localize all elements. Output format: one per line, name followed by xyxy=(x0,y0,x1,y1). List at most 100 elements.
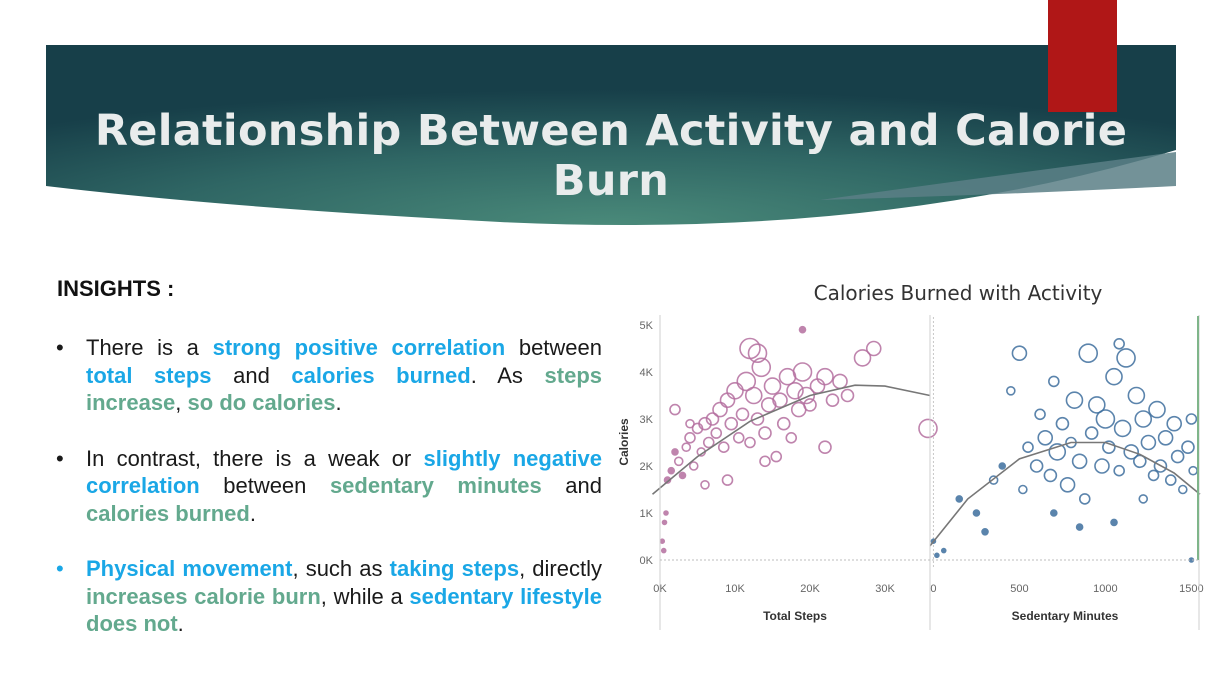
x-tick-label: 1000 xyxy=(1093,583,1117,595)
scatter-point xyxy=(1048,375,1060,388)
trend-line xyxy=(929,441,1201,547)
scatter-point xyxy=(681,442,692,452)
scatter-point xyxy=(1153,459,1168,473)
scatter-point xyxy=(792,362,813,382)
x-tick-label: 1500 xyxy=(1179,583,1203,595)
scatter-point xyxy=(660,547,667,554)
scatter-point xyxy=(698,416,712,431)
y-tick-label: 3K xyxy=(640,414,654,426)
scatter-point xyxy=(1113,338,1125,350)
bullet-icon: • xyxy=(56,335,64,360)
text-run: . xyxy=(177,611,184,636)
scatter-point xyxy=(1105,367,1123,386)
text-run: , xyxy=(175,390,188,415)
text-run: and xyxy=(541,473,602,498)
text-run: between xyxy=(505,335,603,360)
scatter-point xyxy=(853,349,872,367)
text-run: There is a xyxy=(86,335,213,360)
scatter-point xyxy=(744,386,763,405)
slide-title: Relationship Between Activity and Calori… xyxy=(94,106,1128,206)
y-tick-label: 2K xyxy=(640,461,654,473)
scatter-point xyxy=(721,474,734,486)
scatter-point xyxy=(1065,391,1084,409)
text-run: . As xyxy=(470,362,545,388)
scatter-point xyxy=(840,388,855,403)
scatter-point xyxy=(776,416,791,431)
scatter-point xyxy=(1134,410,1153,428)
y-tick-label: 0K xyxy=(640,555,654,567)
scatter-point xyxy=(1059,477,1076,493)
insights-list: • There is a strong positive correlation… xyxy=(56,334,602,666)
y-axis-title: Calories xyxy=(617,418,631,466)
chart-title: Calories Burned with Activity xyxy=(814,281,1103,305)
scatter-point xyxy=(702,436,715,449)
scatter-point xyxy=(934,552,940,559)
scatter-point xyxy=(1181,440,1195,454)
red-accent-tab xyxy=(1048,0,1117,112)
scatter-point xyxy=(1034,408,1046,421)
scatter-point xyxy=(685,418,695,429)
scatter-point xyxy=(1055,416,1070,431)
scatter-point xyxy=(1157,430,1174,446)
insights-heading: INSIGHTS : xyxy=(57,276,175,301)
highlight-taking-steps: taking steps xyxy=(389,556,520,581)
highlight-steps-increase: steps increase xyxy=(86,362,602,416)
scatter-point xyxy=(865,340,882,357)
scatter-point xyxy=(684,432,696,444)
scatter-point xyxy=(1029,459,1044,473)
x-tick-label: 30K xyxy=(875,583,895,595)
scatter-point xyxy=(1048,443,1067,461)
text-run: . xyxy=(249,500,256,526)
scatter-point xyxy=(1088,396,1106,414)
x-tick-label: 10K xyxy=(725,583,745,595)
scatter-point xyxy=(726,382,744,400)
calories-scatter-chart: Calories Burned with Activity Calories 0… xyxy=(617,281,1204,630)
chart-frames xyxy=(659,315,1200,630)
scatter-point xyxy=(816,367,834,386)
text-run: . xyxy=(335,390,342,415)
scatter-point xyxy=(663,510,669,516)
scatter-point xyxy=(671,448,679,456)
scatter-point xyxy=(1095,409,1116,429)
banner-shape xyxy=(46,45,1176,225)
scatter-point xyxy=(918,418,938,439)
scatter-point xyxy=(1094,458,1110,474)
highlight-calories-burned: calories burned xyxy=(291,362,471,388)
highlight-physical-movement: Physical movement xyxy=(86,556,293,581)
text-run: and xyxy=(211,362,292,388)
scatter-point xyxy=(1127,386,1146,405)
y-tick-label: 5K xyxy=(640,320,654,332)
scatter-point xyxy=(1078,493,1091,505)
scatter-point xyxy=(1170,449,1185,464)
scatter-point xyxy=(1123,444,1140,460)
text-run: between xyxy=(199,473,330,498)
scatter-point xyxy=(1166,415,1183,432)
scatter-point xyxy=(1133,454,1147,469)
scatter-point xyxy=(736,371,757,392)
scatter-point xyxy=(786,382,804,400)
scatter-point xyxy=(818,440,832,454)
scatter-point xyxy=(803,398,817,412)
y-tick-label: 1K xyxy=(640,508,654,520)
y-axis-ticks: 0K 1K 2K 3K 4K 5K xyxy=(640,320,654,567)
bullet-icon: • xyxy=(56,556,64,581)
scatter-point xyxy=(1018,484,1028,495)
trend-line xyxy=(651,384,931,495)
scatter-point xyxy=(1147,469,1160,482)
scatter-point xyxy=(732,432,745,444)
scatter-point xyxy=(717,441,730,453)
scatter-point xyxy=(1078,343,1099,363)
scatter-point xyxy=(735,407,750,422)
scatter-point xyxy=(1178,484,1188,495)
scatter-point xyxy=(724,416,739,431)
scatter-point xyxy=(669,403,681,416)
scatter-point xyxy=(981,527,989,536)
scatter-point xyxy=(712,401,728,418)
scatter-point xyxy=(1037,430,1054,446)
scatter-point xyxy=(988,475,999,485)
scatter-point xyxy=(744,436,756,449)
scatter-point xyxy=(785,432,798,444)
text-run: , directly xyxy=(519,556,602,581)
scatter-point xyxy=(659,538,666,545)
highlight-sedentary-minutes: sedentary minutes xyxy=(329,473,542,498)
